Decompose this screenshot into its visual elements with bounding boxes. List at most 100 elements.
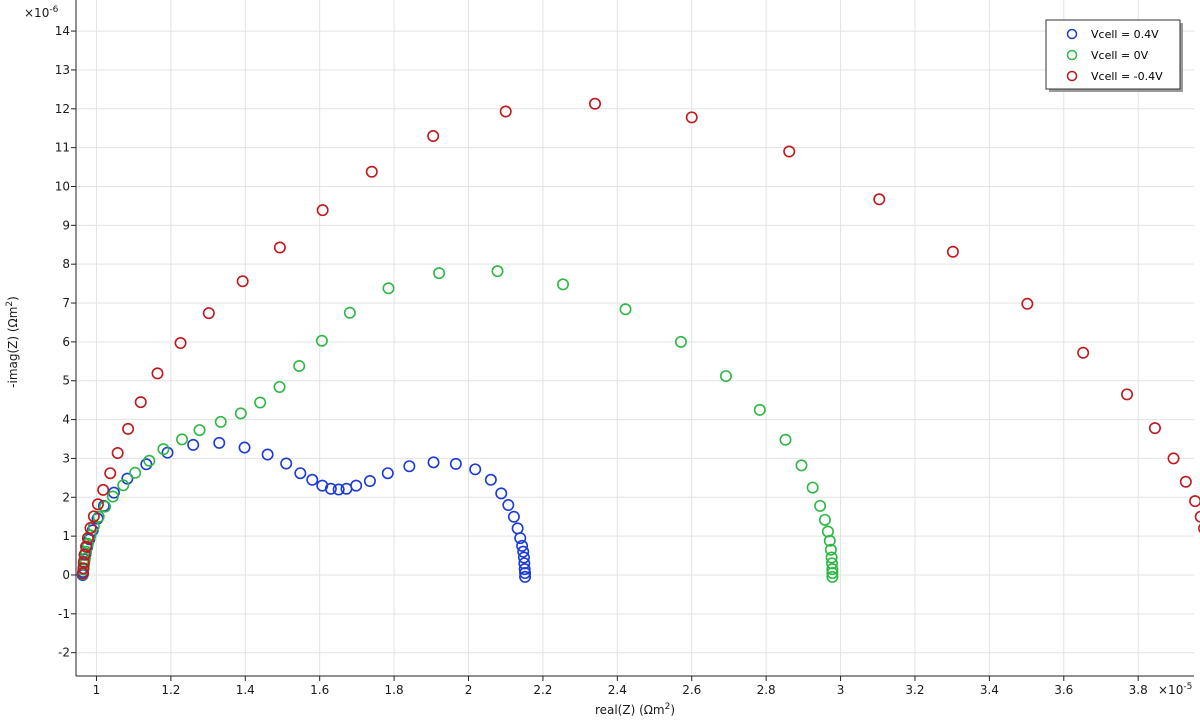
data-point: [382, 282, 395, 295]
y-tick-label: 3: [62, 451, 70, 465]
y-tick-label: 14: [55, 24, 70, 38]
x-axis-title: real(Z) (Ωm2): [595, 702, 675, 717]
data-point: [117, 479, 130, 492]
legend: Vcell = 0.4V Vcell = 0V Vcell = -0.4V: [1045, 19, 1183, 92]
legend-marker-series-1: [1066, 28, 1078, 40]
data-point: [1121, 388, 1134, 401]
data-point: [151, 367, 164, 380]
y-tick-label: 5: [62, 374, 70, 388]
data-point: [332, 483, 345, 496]
y-tick-label: 1: [62, 529, 70, 543]
y-tick-label: 13: [55, 63, 70, 77]
data-point: [111, 446, 124, 459]
x-tick-label: 2.8: [757, 683, 776, 697]
data-point: [381, 467, 394, 480]
y-tick-label: 12: [55, 102, 70, 116]
data-point: [363, 474, 376, 487]
data-point: [81, 537, 94, 550]
data-point: [519, 570, 532, 583]
data-point: [81, 532, 94, 545]
data-point: [824, 543, 837, 556]
legend-marker-series-3: [1066, 70, 1078, 82]
x-tick-label: 2.2: [533, 683, 552, 697]
data-point: [1021, 297, 1034, 310]
data-point: [1148, 422, 1161, 435]
data-point: [433, 267, 446, 280]
data-point: [143, 454, 156, 467]
data-point: [293, 359, 306, 372]
x-tick-label: 3.2: [905, 683, 924, 697]
data-point: [87, 510, 100, 523]
y-tick-label: 2: [62, 490, 70, 504]
data-point: [674, 335, 687, 348]
data-point: [202, 307, 215, 320]
x-tick-label: 1.2: [161, 683, 180, 697]
y-tick-label: -1: [58, 607, 70, 621]
data-point: [77, 556, 90, 569]
x-tick-label: 3.6: [1054, 683, 1073, 697]
x-tick-label: 1: [93, 683, 101, 697]
grid-lines: [76, 0, 1194, 676]
legend-marker-series-2: [1066, 49, 1078, 61]
data-point: [469, 463, 482, 476]
data-point: [1198, 523, 1200, 533]
x-tick-label: 3.8: [1129, 683, 1148, 697]
y-tick-label: 9: [62, 218, 70, 232]
data-point: [511, 522, 524, 535]
data-point: [821, 525, 834, 538]
data-point: [365, 165, 378, 178]
data-point: [518, 563, 531, 576]
data-point: [97, 483, 110, 496]
data-point: [106, 490, 119, 503]
data-point: [294, 467, 307, 480]
y-multiplier: ×10-6: [24, 5, 59, 20]
data-point: [495, 487, 508, 500]
data-point: [946, 245, 959, 258]
data-point: [516, 539, 529, 552]
data-point: [104, 467, 117, 480]
data-point: [343, 306, 356, 319]
data-point: [280, 457, 293, 470]
y-tick-label: 6: [62, 335, 70, 349]
x-tick-label: 1.6: [310, 683, 329, 697]
data-point: [826, 563, 839, 576]
data-point: [484, 473, 497, 486]
data-point: [449, 457, 462, 470]
data-point: [140, 458, 153, 471]
data-point: [518, 557, 531, 570]
data-point: [403, 460, 416, 473]
data-point: [619, 303, 632, 316]
series-layer: [76, 97, 1200, 583]
data-point: [176, 433, 189, 446]
x-tick-label: 1.4: [236, 683, 255, 697]
data-point: [1194, 510, 1200, 523]
data-point: [502, 499, 515, 512]
axes: [75, 0, 1194, 677]
data-point: [316, 204, 329, 217]
legend-label-series-3: Vcell = -0.4V: [1091, 70, 1163, 83]
data-point: [174, 337, 187, 350]
data-point: [825, 557, 838, 570]
data-point: [236, 275, 249, 288]
data-point: [80, 540, 93, 553]
y-tick-label: 8: [62, 257, 70, 271]
data-point: [273, 241, 286, 254]
data-point: [753, 403, 766, 416]
x-tick-label: 3.4: [980, 683, 999, 697]
x-tick-label: 2: [465, 683, 473, 697]
data-point: [427, 129, 440, 142]
data-point: [719, 370, 732, 383]
legend-label-series-2: Vcell = 0V: [1091, 49, 1149, 62]
data-point: [78, 548, 91, 561]
y-tick-label: 11: [55, 141, 70, 155]
data-point: [91, 498, 104, 511]
data-point: [873, 193, 886, 206]
data-point: [340, 482, 353, 495]
data-point: [825, 551, 838, 564]
data-point: [234, 407, 247, 420]
data-point: [517, 551, 530, 564]
data-point: [134, 396, 147, 409]
data-point: [213, 436, 226, 449]
